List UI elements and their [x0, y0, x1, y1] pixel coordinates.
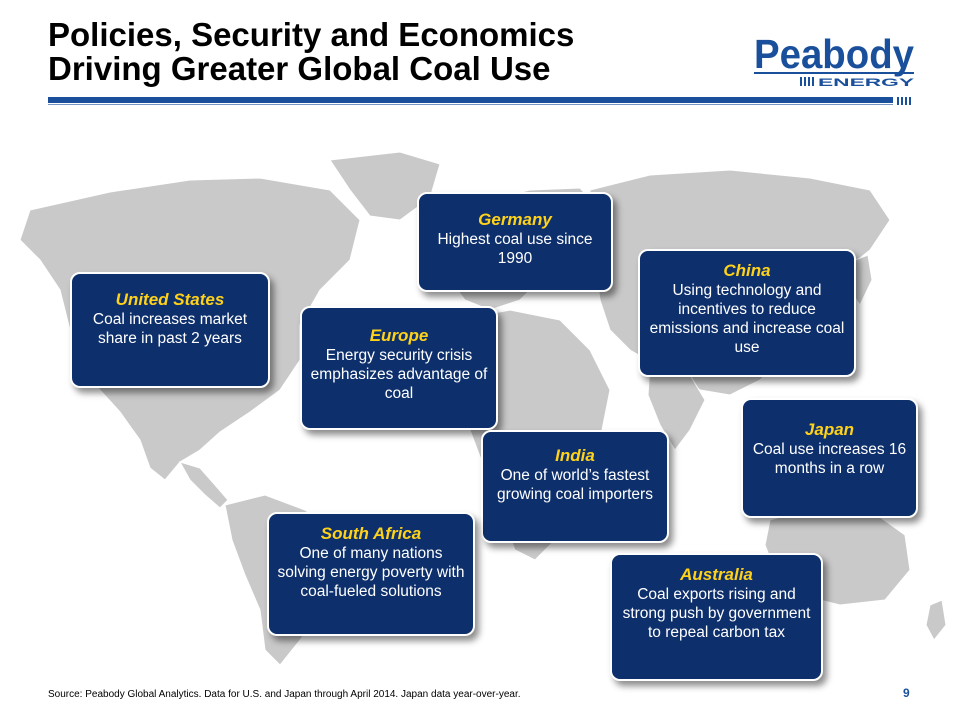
page-number: 9 [903, 686, 910, 700]
callout-germany: Germany Highest coal use since 1990 [417, 192, 613, 292]
callout-australia-text: Coal exports rising and strong push by g… [622, 586, 811, 641]
callout-india-text: One of world’s fastest growing coal impo… [497, 467, 653, 503]
peabody-energy-logo: Peabody ENERGY [754, 31, 915, 88]
callout-australia-heading: Australia [680, 565, 753, 584]
callout-germany-heading: Germany [478, 210, 552, 229]
callout-india-heading: India [555, 446, 595, 465]
callout-europe: Europe Energy security crisis emphasizes… [300, 306, 498, 430]
rule-tick-marks [897, 97, 911, 105]
callout-china-heading: China [723, 261, 771, 280]
central-america-shape [178, 461, 229, 509]
slide-title-line-1: Policies, Security and Economics [48, 16, 575, 53]
callout-united-states-heading: United States [115, 290, 225, 309]
title-underline [48, 97, 893, 103]
callout-south-africa: South Africa One of many nations solving… [267, 512, 475, 636]
callout-japan: Japan Coal use increases 16 months in a … [741, 398, 918, 518]
callout-south-africa-text: One of many nations solving energy pover… [277, 545, 465, 600]
callout-united-states-text: Coal increases market share in past 2 ye… [92, 311, 248, 347]
title-underline-thin [48, 104, 893, 105]
source-footnote: Source: Peabody Global Analytics. Data f… [48, 689, 521, 700]
callout-japan-text: Coal use increases 16 months in a row [752, 441, 907, 477]
callout-europe-text: Energy security crisis emphasizes advant… [310, 347, 488, 402]
india-shape [647, 364, 706, 451]
slide-title-line-2: Driving Greater Global Coal Use [48, 50, 551, 87]
logo-wordmark: Peabody [754, 31, 914, 77]
callout-germany-text: Highest coal use since 1990 [437, 231, 593, 267]
callout-south-africa-heading: South Africa [320, 524, 422, 543]
callout-china: China Using technology and incentives to… [638, 249, 856, 377]
callout-india: India One of world’s fastest growing coa… [481, 430, 669, 543]
new-zealand-shape [925, 599, 947, 641]
callout-united-states: United States Coal increases market shar… [70, 272, 270, 388]
callout-china-text: Using technology and incentives to reduc… [649, 282, 845, 356]
callout-europe-heading: Europe [369, 326, 429, 345]
slide-title: Policies, Security and Economics Driving… [48, 18, 728, 86]
greenland-shape [329, 151, 441, 221]
callout-japan-heading: Japan [804, 420, 855, 439]
callout-australia: Australia Coal exports rising and strong… [610, 553, 823, 681]
logo-subtitle: ENERGY [818, 77, 915, 88]
